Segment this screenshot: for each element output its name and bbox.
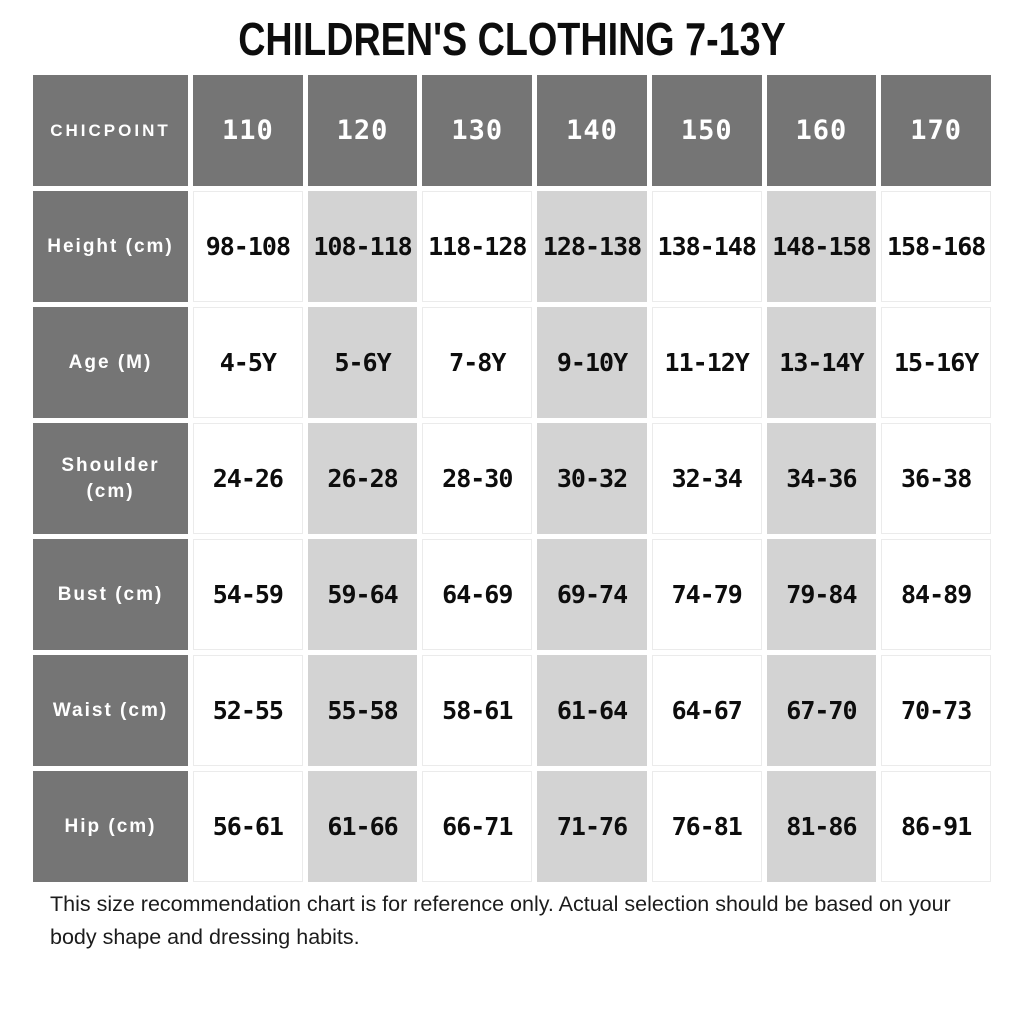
table-cell: 69-74 bbox=[537, 539, 647, 650]
table-cell: 79-84 bbox=[766, 539, 877, 650]
table-cell: 15-16Y bbox=[881, 307, 991, 418]
row-label: Bust (cm) bbox=[33, 539, 188, 650]
table-cell: 64-69 bbox=[422, 539, 533, 650]
row-label: Hip (cm) bbox=[33, 771, 188, 882]
row-label: Age (M) bbox=[33, 307, 188, 418]
table-cell: 55-58 bbox=[307, 655, 418, 766]
table-cell: 84-89 bbox=[881, 539, 991, 650]
table-cell: 118-128 bbox=[422, 191, 533, 302]
table-cell: 64-67 bbox=[651, 655, 762, 766]
table-cell: 108-118 bbox=[307, 191, 418, 302]
table-cell: 28-30 bbox=[422, 423, 533, 534]
column-header-150: 150 bbox=[651, 75, 762, 186]
table-cell: 66-71 bbox=[422, 771, 533, 882]
table-cell: 76-81 bbox=[651, 771, 762, 882]
column-header-110: 110 bbox=[193, 75, 303, 186]
table-cell: 61-66 bbox=[307, 771, 418, 882]
table-cell: 24-26 bbox=[193, 423, 303, 534]
table-cell: 4-5Y bbox=[193, 307, 303, 418]
table-cell: 128-138 bbox=[537, 191, 647, 302]
table-cell: 13-14Y bbox=[766, 307, 877, 418]
table-cell: 138-148 bbox=[651, 191, 762, 302]
column-header-130: 130 bbox=[422, 75, 533, 186]
table-corner-brand: CHICPOINT bbox=[33, 75, 188, 186]
row-label: Waist (cm) bbox=[33, 655, 188, 766]
table-cell: 74-79 bbox=[651, 539, 762, 650]
table-cell: 158-168 bbox=[881, 191, 991, 302]
table-cell: 26-28 bbox=[307, 423, 418, 534]
table-cell: 81-86 bbox=[766, 771, 877, 882]
row-label: Height (cm) bbox=[33, 191, 188, 302]
row-label: Shoulder (cm) bbox=[33, 423, 188, 534]
table-cell: 36-38 bbox=[881, 423, 991, 534]
table-cell: 59-64 bbox=[307, 539, 418, 650]
table-cell: 98-108 bbox=[193, 191, 303, 302]
table-cell: 86-91 bbox=[881, 771, 991, 882]
column-header-140: 140 bbox=[537, 75, 647, 186]
table-cell: 54-59 bbox=[193, 539, 303, 650]
table-cell: 5-6Y bbox=[307, 307, 418, 418]
footer-note: This size recommendation chart is for re… bbox=[50, 892, 951, 950]
table-cell: 67-70 bbox=[766, 655, 877, 766]
table-cell: 56-61 bbox=[193, 771, 303, 882]
table-cell: 70-73 bbox=[881, 655, 991, 766]
table-cell: 7-8Y bbox=[422, 307, 533, 418]
page-title: CHILDREN'S CLOTHING 7-13Y bbox=[238, 13, 786, 65]
table-cell: 148-158 bbox=[766, 191, 877, 302]
table-cell: 11-12Y bbox=[651, 307, 762, 418]
table-cell: 52-55 bbox=[193, 655, 303, 766]
column-header-120: 120 bbox=[307, 75, 418, 186]
column-header-160: 160 bbox=[766, 75, 877, 186]
column-header-170: 170 bbox=[881, 75, 991, 186]
table-cell: 71-76 bbox=[537, 771, 647, 882]
table-cell: 30-32 bbox=[537, 423, 647, 534]
table-cell: 61-64 bbox=[537, 655, 647, 766]
table-cell: 32-34 bbox=[651, 423, 762, 534]
table-cell: 9-10Y bbox=[537, 307, 647, 418]
table-cell: 34-36 bbox=[766, 423, 877, 534]
table-cell: 58-61 bbox=[422, 655, 533, 766]
size-table: CHICPOINT 110 120 130 140 150 160 170 Height (cm… bbox=[33, 75, 991, 882]
